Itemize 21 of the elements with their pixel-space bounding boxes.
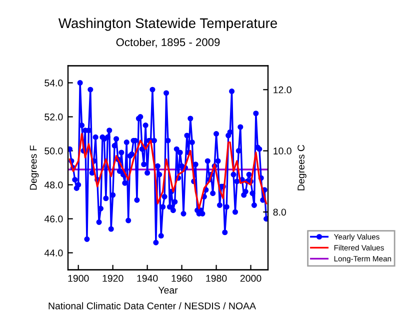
- y2-tick-label: 10.0: [274, 148, 292, 154]
- y-axis-title: Degrees F: [30, 145, 39, 190]
- y-tick-label: 48.0: [44, 182, 63, 188]
- x-tick-label: 1920: [102, 274, 124, 282]
- x-axis-title: Year: [158, 286, 178, 294]
- text: National Climatic Data Center / NESDIS / NOAA: [48, 302, 256, 310]
- y-tick-label: 52.0: [44, 114, 63, 120]
- x-tick-label: 1980: [206, 274, 227, 282]
- x-tick-label: 1940: [137, 274, 158, 282]
- y2-axis-title: Degrees C: [298, 144, 306, 190]
- y2-tick-label: 12.0: [274, 86, 292, 94]
- chart-subtitle: October, 1895 - 2009: [116, 38, 220, 48]
- y-tick-label: 54.0: [44, 80, 63, 86]
- x-tick-label: 1960: [172, 274, 192, 282]
- x-tick-label: 2000: [240, 274, 262, 282]
- y-tick-label: 46.0: [44, 216, 63, 222]
- chart-title: Washington Statewide Temperature: [58, 18, 278, 31]
- y2-tick-label: 8.0: [273, 208, 286, 216]
- y-tick-label: 50.0: [44, 148, 63, 154]
- y-tick-label: 44.0: [44, 250, 63, 256]
- x-tick-label: 1900: [68, 274, 89, 282]
